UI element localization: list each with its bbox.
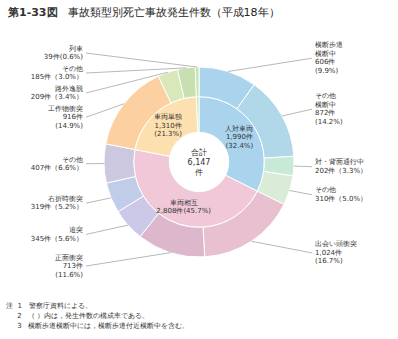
leader-line [251,241,312,253]
text-line: 916件 [63,113,83,121]
text-line: その他 [315,186,336,194]
text-line: 横断中 [315,101,336,109]
text-line: (32.4%) [226,141,254,149]
leader-line [86,72,168,93]
text-line: その他 [62,65,83,73]
rings [104,67,294,257]
note: 注 1 警察庁資料による。 [6,302,92,310]
slice-label: 正面衝突713件(11.6%) [55,253,83,278]
leader-line [294,166,312,168]
leader-line [86,68,186,73]
text-line: 1,990件 [226,133,253,141]
leader-line [282,109,312,116]
text-line: 合計 [191,148,207,157]
text-line: (14.2%) [315,118,343,126]
text-line: その他 [62,155,83,163]
slice-label: その他407件（6.6%） [31,155,83,172]
text-line: (21.3%) [154,130,182,138]
text-line: 横断中 [315,50,336,58]
text-line: 185件（3.0%） [31,73,83,81]
text-line: 列車 [69,45,83,53]
note: 2 （ ）内は，発生件数の構成率である。 [6,312,149,320]
text-line: 209件（3.4%） [31,93,83,101]
text-line: (14.9%) [55,122,83,130]
leader-line [86,225,128,234]
center-label: 合計6,147件 [188,148,211,177]
text-line: その他 [315,92,336,100]
leader-line [86,163,104,164]
leader-line [86,253,171,266]
slice-label: 横断歩道横断中606件(9.9%) [315,41,343,75]
labels: 人対車両1,990件(32.4%)車両相互2,808件(45.7%)車両単独1,… [31,41,367,278]
plot: 人対車両1,990件(32.4%)車両相互2,808件(45.7%)車両単独1,… [31,41,367,278]
text-line: 正面衝突 [55,253,83,261]
chart: 第1-33図事故類型別死亡事故発生件数（平成18年） 人対車両1,990件(32.… [0,0,398,339]
text-line: 車両相互 [170,199,198,207]
slice-label: その他310件（5.0%） [315,186,367,203]
slice-label: その他横断中872件(14.2%) [315,92,343,126]
slice-label: 右折時衝突319件（5.2%） [31,195,83,212]
slice [203,191,284,257]
text-line: 追突 [69,226,83,234]
text-line: 1,024件 [315,249,342,257]
slice [196,97,199,133]
text-line: (16.7%) [315,257,343,265]
text-line: 件 [195,168,203,177]
text-line: 6,147 [188,158,211,167]
text-line: 2,808件(45.7%) [156,207,211,215]
text-line: 対・背面通行中 [315,158,364,166]
leader-line [228,58,312,71]
text-line: 横断歩道 [315,41,343,49]
slice-label: その他185件（3.0%） [31,65,83,82]
slice-label: 路外逸脱209件（3.4%） [31,85,83,102]
text-line: 407件（6.6%） [31,164,83,172]
text-line: 713件 [63,262,83,270]
text-line: 345件（5.6%） [31,235,83,243]
text-line: (11.6%) [55,270,83,278]
slice-label: 列車39件(0.6%) [44,45,83,62]
slice [104,144,135,183]
text-line: 39件(0.6%) [44,53,83,61]
slice-label: 出会い頭衝突1,024件(16.7%) [315,240,357,265]
text-line: 319件（5.2%） [31,203,83,211]
text-line: (9.9%) [315,67,339,75]
text-line: 右折時衝突 [48,195,83,203]
text-line: 工作物衝突 [48,105,83,113]
text-line: 路外逸脱 [55,85,83,93]
title: 事故類型別死亡事故発生件数（平成18年） [68,6,280,19]
text-line: 202件（3.3%） [315,167,367,175]
text-line: 310件（5.0%） [315,195,367,203]
text-line: 人対車両 [225,124,253,132]
text-line: 車両単独 [154,113,182,121]
slice [195,67,199,97]
text-line: 1,310件 [155,122,182,130]
text-line: 出会い頭衝突 [315,240,357,248]
slice-label: 車両単独1,310件(21.3%) [154,113,182,138]
leader-line [86,53,197,67]
text-line: 606件 [315,58,335,66]
title-prefix: 第1-33図 [7,6,58,19]
slice-label: 車両相互2,808件(45.7%) [156,199,211,216]
slice-label: 対・背面通行中202件（3.3%） [315,158,367,175]
slice-label: 人対車両1,990件(32.4%) [225,124,253,149]
slice-label: 追突345件（5.6%） [31,226,83,243]
leader-line [86,198,111,203]
slice [177,67,196,98]
text-line: 872件 [315,109,335,117]
slice-label: 工作物衝突916件(14.9%) [48,105,83,130]
leader-line [290,191,312,195]
note: 3 横断歩道横断中には，横断歩道付近横断中を含む。 [6,322,189,330]
leader-line [86,104,124,118]
